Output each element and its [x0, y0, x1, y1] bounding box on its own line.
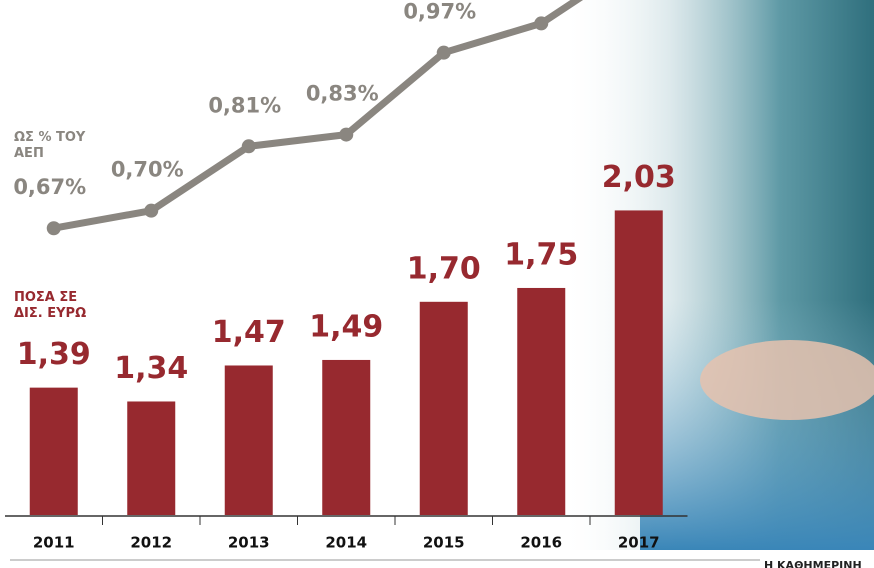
photo-desk: [640, 300, 874, 550]
data-label: 1,34: [114, 351, 188, 386]
x-tick-label: 2017: [618, 534, 660, 552]
bar: [614, 210, 663, 515]
data-label: 0,67%: [13, 175, 86, 199]
line-point: [144, 203, 159, 218]
line-point: [46, 221, 61, 236]
x-tick-label: 2016: [520, 534, 562, 552]
x-tick-label: 2012: [130, 534, 172, 552]
bar: [322, 359, 371, 515]
data-label: 1,49: [309, 309, 383, 344]
series-label: ΠΟΣΑ ΣΕ ΔΙΣ. ΕΥΡΩ: [14, 290, 87, 321]
bar: [224, 365, 273, 515]
bar: [419, 301, 468, 515]
line-point: [339, 127, 354, 142]
source: Η ΚΑΘΗΜΕΡΙΝΗ: [764, 559, 862, 568]
x-tick-label: 2015: [423, 534, 465, 552]
data-label: 0,83%: [306, 82, 379, 106]
data-label: 0,81%: [208, 93, 281, 117]
data-label: 0,97%: [403, 0, 476, 24]
line: [53, 0, 584, 232]
data-label: 1,47: [212, 315, 286, 350]
x-tick-label: 2013: [228, 534, 270, 552]
x-tick-label: 2011: [33, 534, 75, 552]
data-label: 1,75: [504, 237, 578, 272]
bar: [127, 401, 176, 515]
data-label: 1,39: [17, 337, 91, 372]
line-point: [241, 139, 256, 154]
series-label: ΩΣ % ΤΟΥ ΑΕΠ: [14, 130, 86, 161]
data-label: 0,70%: [111, 158, 184, 182]
data-label: 2,03: [602, 160, 676, 195]
photo-hand: [700, 340, 874, 420]
line-point: [436, 45, 451, 60]
x-tick-label: 2014: [325, 534, 367, 552]
line-point: [534, 16, 549, 31]
data-label: 1,70: [407, 251, 481, 286]
bar: [517, 287, 566, 515]
bar: [29, 387, 78, 515]
